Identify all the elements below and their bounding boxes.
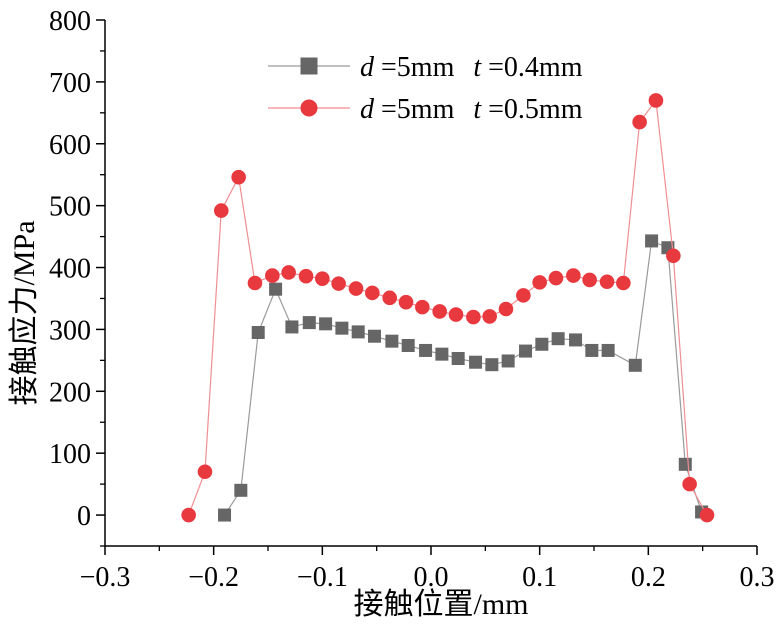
axes-layer: −0.3 −0.2 −0.1 0.0 0.1 0.2 0.3 0 100 200 300 400 500… [49,6,775,593]
data-point-series-2 [181,507,196,523]
data-point-series-2 [482,309,497,324]
series-2-line [188,98,708,516]
data-point-series-1 [535,337,549,351]
data-point-series-1 [501,354,515,368]
legend-entry-series-2: d =5mm t =0.5mm [268,94,583,125]
data-point-series-1 [234,483,248,497]
data-point-series-2 [699,507,715,523]
data-point-series-2 [265,268,280,283]
data-point-series-2 [516,288,531,303]
data-point-series-2 [213,203,229,218]
x-tick-label: 0.0 [414,562,449,593]
data-point-series-1 [435,347,449,361]
legend-marker-series-1 [300,57,318,75]
data-point-series-1 [419,343,433,357]
data-point-series-2 [281,265,296,280]
y-tick-label: 500 [49,192,91,223]
data-point-series-2 [548,270,564,286]
data-point-series-1 [678,457,692,471]
data-point-series-1 [285,320,299,334]
data-point-series-1 [645,234,659,248]
data-point-series-1 [335,321,349,335]
data-point-series-2 [331,276,346,291]
data-point-series-2 [398,294,414,310]
data-point-series-1 [485,358,499,372]
x-tick-label: 0.2 [631,562,666,593]
data-point-series-1 [628,358,642,372]
data-point-series-2 [682,476,697,492]
legend: d =5mm t =0.4mm d =5mm t =0.5mm [268,52,583,125]
data-point-series-2 [432,304,447,319]
data-point-series-1 [269,282,283,296]
data-point-series-1 [302,316,316,330]
data-point-series-2 [616,275,631,291]
legend-label-series-2: d =5mm t =0.5mm [360,94,583,125]
data-point-series-2 [648,93,664,108]
data-point-series-1 [551,332,565,346]
data-point-series-2 [348,281,364,296]
x-tick-label: −0.3 [80,562,131,593]
series-2 [181,93,715,523]
data-point-series-1 [451,352,465,365]
y-tick-label: 300 [49,315,91,346]
data-point-series-1 [569,333,583,347]
data-point-series-2 [365,285,380,301]
series-1 [218,234,709,522]
data-point-series-2 [415,299,430,315]
x-tick-label: 0.1 [522,562,557,593]
data-point-series-1 [319,317,333,331]
data-point-series-1 [469,355,483,369]
y-tick-label: 800 [49,6,91,37]
legend-entry-series-1: d =5mm t =0.4mm [268,52,583,83]
data-point-series-2 [247,275,263,291]
legend-marker-series-2 [300,99,318,117]
legend-label-series-1: d =5mm t =0.4mm [360,52,583,83]
data-point-series-2 [231,169,246,185]
x-tick-label: 0.3 [740,562,775,593]
data-point-series-2 [382,290,398,306]
data-point-series-1 [251,326,265,340]
data-point-series-1 [585,343,599,357]
data-point-series-2 [599,274,615,290]
data-point-series-2 [532,275,547,290]
data-point-series-2 [666,248,681,264]
x-tick-label: −0.2 [188,562,239,593]
data-point-series-2 [498,301,514,317]
data-point-series-2 [566,268,581,283]
y-tick-label: 400 [49,254,91,285]
x-tick-label: −0.1 [297,562,348,593]
y-tick-label: 100 [49,439,91,470]
data-point-series-1 [218,508,232,522]
data-point-series-1 [601,343,615,357]
series-layer [181,93,715,523]
y-tick-label: 200 [49,377,91,408]
data-point-series-2 [448,307,464,322]
data-point-series-1 [385,334,399,348]
data-point-series-1 [519,344,533,358]
x-axis-title: 接触位置/mm [353,588,528,621]
y-tick-label: 0 [77,501,91,532]
y-tick-label: 700 [49,68,91,99]
data-point-series-1 [401,339,415,352]
data-point-series-2 [582,272,597,288]
data-point-series-1 [367,329,381,343]
y-axis-title: 接触应力/MPa [8,220,41,405]
data-point-series-2 [197,464,213,480]
data-point-series-2 [315,271,330,286]
y-tick-label: 600 [49,130,91,161]
data-point-series-2 [632,114,647,130]
data-point-series-2 [298,268,314,284]
data-point-series-1 [351,325,365,339]
data-point-series-2 [466,309,481,325]
